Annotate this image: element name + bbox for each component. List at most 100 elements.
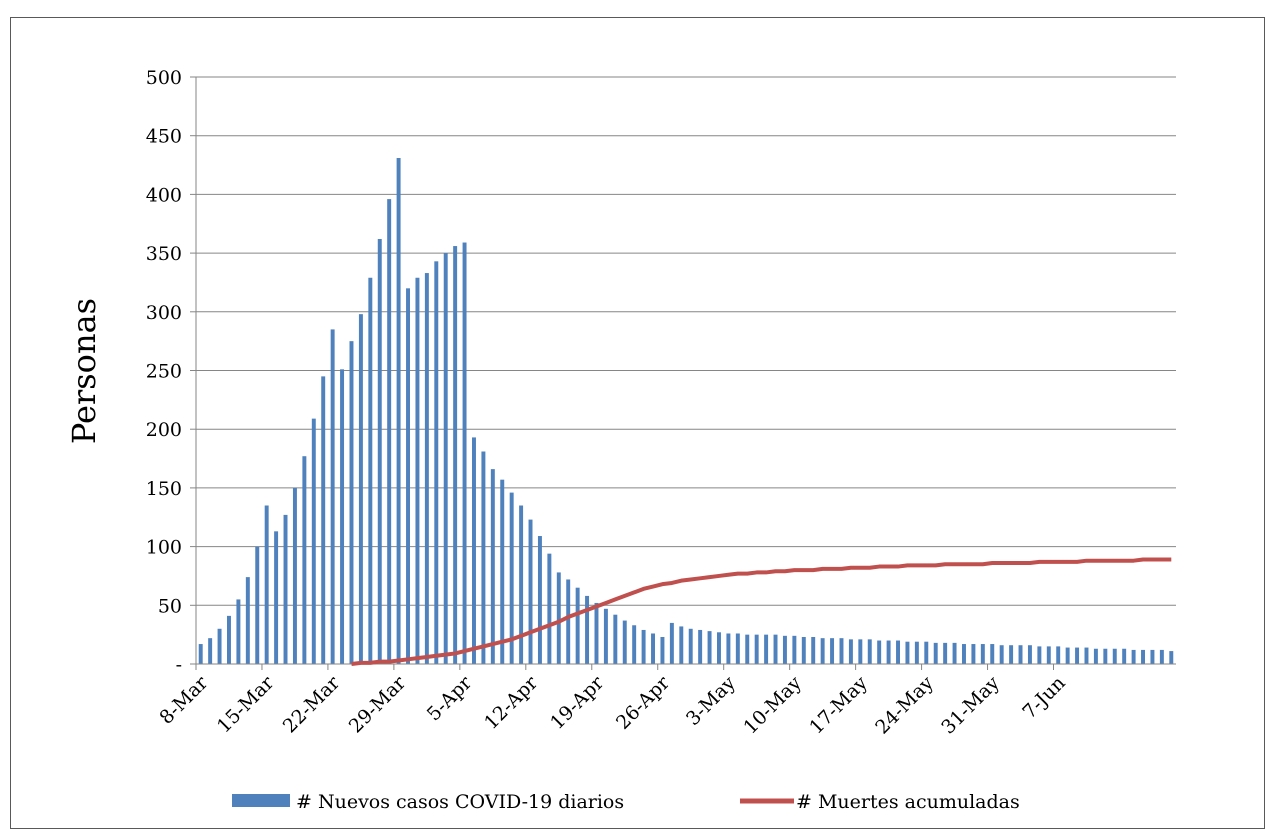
bar (387, 199, 392, 664)
bar (603, 608, 608, 664)
bar (877, 640, 882, 664)
bar (848, 639, 853, 664)
x-tick-label: 19-Apr (546, 671, 609, 734)
bar (406, 288, 410, 664)
bar (962, 644, 966, 664)
y-tick-label: 100 (146, 537, 182, 559)
bar (651, 633, 655, 664)
x-tick-label: 22-Mar (279, 671, 345, 737)
bar (660, 637, 665, 664)
bar (1131, 649, 1136, 664)
bar (434, 261, 439, 664)
bar (933, 642, 938, 664)
bar (292, 487, 297, 664)
y-tick-label: - (176, 654, 182, 676)
bar (1122, 648, 1127, 664)
bar (971, 644, 976, 664)
bar (726, 633, 731, 664)
x-tick-label: 7-Jun (1018, 672, 1069, 723)
bar (1150, 649, 1155, 664)
bar (198, 644, 203, 664)
bar (641, 629, 646, 664)
bar (905, 641, 910, 664)
bar (227, 615, 231, 664)
bar (302, 456, 307, 664)
bar (990, 644, 995, 664)
bar (585, 595, 590, 664)
x-tick-label: 29-Mar (345, 671, 411, 737)
bar (1159, 649, 1164, 664)
bar (321, 376, 326, 664)
bar (537, 536, 542, 664)
bar (773, 634, 778, 664)
x-tick-label: 31-May (937, 672, 1004, 739)
bar (1009, 645, 1014, 664)
bar (377, 239, 382, 664)
y-tick-label: 300 (146, 302, 182, 324)
y-tick-label: 500 (146, 67, 182, 89)
y-axis-ticks: - 50 100 150 200 250 300 350 400 450 500 (146, 67, 196, 676)
bar (698, 629, 703, 664)
bar (896, 640, 900, 664)
bar (839, 638, 844, 664)
bar (500, 479, 505, 664)
legend-bar-swatch (232, 794, 290, 807)
bar (1065, 647, 1070, 664)
bar (1056, 646, 1061, 664)
bar (820, 638, 825, 664)
bar (801, 637, 806, 664)
bar (208, 638, 213, 664)
y-tick-label: 350 (146, 243, 182, 265)
bar (274, 531, 279, 664)
bar (255, 546, 260, 664)
bar (453, 246, 458, 664)
bar (745, 634, 750, 664)
x-axis-ticks: 8-Mar 15-Mar 22-Mar 29-Mar 5-Apr 12-Apr 19-Apr… (155, 664, 1070, 739)
bar (556, 572, 561, 664)
x-tick-label: 12-Apr (480, 671, 543, 734)
bar (1103, 648, 1108, 664)
bar (236, 599, 241, 664)
bar (754, 634, 759, 664)
bar (481, 451, 486, 664)
y-tick-label: 250 (146, 361, 182, 383)
bar (594, 602, 599, 664)
bar (1018, 645, 1023, 664)
bar (830, 638, 835, 664)
legend-line-label: # Muertes acumuladas (796, 791, 1020, 813)
line-series-muertes (351, 557, 1172, 666)
bar (858, 639, 863, 664)
bar (613, 614, 618, 664)
bar (519, 505, 524, 664)
bar (782, 635, 787, 664)
bar (717, 632, 721, 664)
bar (792, 635, 797, 664)
bar (679, 626, 684, 664)
bar (943, 642, 948, 664)
y-axis-label: Personas (65, 298, 103, 444)
bar (1084, 647, 1089, 664)
legend: # Nuevos casos COVID-19 diarios # Muerte… (232, 791, 1020, 813)
y-tick-label: 200 (146, 419, 182, 441)
bar (472, 437, 476, 664)
x-tick-label: 5-Apr (423, 671, 477, 725)
bar (622, 620, 627, 664)
bar (1093, 648, 1098, 664)
chart-frame (10, 17, 1265, 829)
y-tick-label: 150 (146, 478, 182, 500)
bar (283, 514, 288, 664)
bar (1027, 645, 1032, 664)
bar (264, 505, 269, 664)
bar (632, 625, 637, 664)
y-tick-label: 50 (158, 595, 182, 617)
bar (1037, 646, 1042, 664)
bar (245, 577, 250, 664)
legend-bar-label: # Nuevos casos COVID-19 diarios (296, 791, 624, 813)
x-tick-label: 26-Apr (612, 671, 675, 734)
x-tick-label: 3-May (682, 672, 740, 730)
bar (415, 277, 420, 664)
bar (1112, 648, 1117, 664)
bar (368, 277, 373, 664)
bar (217, 628, 222, 664)
